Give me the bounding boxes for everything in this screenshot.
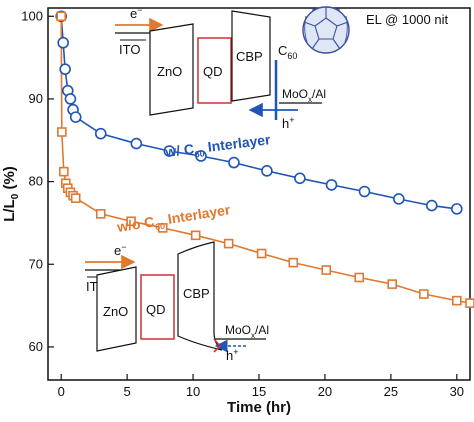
y-tick-label: 90 bbox=[29, 91, 43, 106]
cbp-layer bbox=[231, 10, 271, 102]
anode-label: MoOx/Al bbox=[282, 87, 326, 104]
cbp-label-bottom: CBP bbox=[183, 286, 210, 301]
data-point bbox=[59, 63, 71, 75]
data-point bbox=[223, 238, 234, 249]
data-point bbox=[69, 111, 82, 123]
data-point bbox=[56, 11, 66, 22]
x-tick-label: 0 bbox=[58, 384, 65, 399]
qd-label-bottom: QD bbox=[146, 302, 166, 317]
data-point bbox=[64, 93, 77, 105]
y-tick-label: 70 bbox=[29, 256, 43, 271]
data-point bbox=[59, 166, 69, 177]
data-point bbox=[294, 172, 306, 185]
data-point bbox=[354, 272, 365, 283]
data-point bbox=[57, 127, 67, 137]
data-markers bbox=[55, 10, 474, 308]
zno-layer bbox=[149, 23, 194, 116]
zno-label: ZnO bbox=[157, 64, 182, 79]
series-label-with-c60: w/ C60 Interlayer bbox=[163, 131, 272, 163]
ito-label: ITO bbox=[119, 42, 140, 57]
data-point bbox=[419, 289, 429, 299]
data-point bbox=[157, 223, 168, 233]
x-tick-label: 25 bbox=[384, 384, 398, 399]
data-point bbox=[94, 127, 107, 140]
data-point bbox=[321, 265, 332, 275]
zno-label-bottom: ZnO bbox=[103, 304, 128, 319]
data-point bbox=[358, 185, 371, 198]
hole-label: h+ bbox=[282, 115, 295, 131]
cbp-label: CBP bbox=[236, 49, 263, 64]
x-tick-label: 5 bbox=[124, 384, 131, 399]
data-point bbox=[95, 209, 106, 219]
y-tick-label: 100 bbox=[21, 8, 43, 23]
data-point bbox=[387, 279, 397, 289]
c60-label: C60 bbox=[278, 43, 297, 61]
data-point bbox=[392, 193, 405, 205]
data-point bbox=[163, 145, 176, 157]
zno-layer-bottom bbox=[96, 266, 137, 352]
qd-label: QD bbox=[203, 64, 223, 79]
data-point bbox=[451, 203, 463, 215]
inset-device-without-c60: e− ITO ZnO QD CBP MoOx/Al h+ bbox=[85, 241, 269, 363]
data-point bbox=[126, 216, 136, 227]
x-tick-label: 10 bbox=[186, 384, 200, 399]
x-tick-label: 15 bbox=[252, 384, 266, 399]
data-point bbox=[190, 230, 201, 241]
series-label-without-c60: w/o C60 Interlayer bbox=[115, 201, 232, 238]
x-axis-title: Time (hr) bbox=[227, 399, 291, 416]
qd-layer bbox=[197, 37, 232, 104]
y-tick-label: 80 bbox=[29, 174, 43, 189]
electron-label: e− bbox=[130, 5, 143, 21]
data-point bbox=[195, 150, 207, 162]
data-point bbox=[465, 298, 474, 308]
y-tick-label: 60 bbox=[29, 339, 43, 354]
y-axis-title: L/L0 (%) bbox=[1, 166, 21, 222]
electron-label-bottom: e− bbox=[114, 242, 127, 258]
data-point bbox=[57, 36, 69, 49]
data-point bbox=[256, 248, 267, 259]
data-point bbox=[130, 137, 143, 150]
hole-blocked-mark bbox=[213, 338, 222, 353]
data-point bbox=[261, 165, 273, 177]
inset-device-with-c60: e− ITO ZnO QD CBP C60 MoOx/Al h+ bbox=[115, 5, 350, 131]
data-point bbox=[288, 257, 299, 268]
qd-layer-bottom bbox=[140, 274, 175, 340]
anode-label-bottom: MoOx/Al bbox=[225, 323, 269, 340]
x-tick-label: 20 bbox=[318, 384, 332, 399]
data-point bbox=[70, 193, 81, 203]
data-point bbox=[425, 199, 438, 212]
data-point bbox=[228, 156, 240, 169]
c60-molecule-icon bbox=[302, 6, 350, 54]
measurement-annotation: EL @ 1000 nit bbox=[366, 12, 448, 27]
hole-label-bottom: h+ bbox=[226, 347, 239, 363]
x-tick-label: 30 bbox=[450, 384, 464, 399]
data-point bbox=[325, 179, 338, 191]
axis-ticks: 0 5 10 15 20 25 30 60 70 80 90 100 bbox=[21, 8, 464, 399]
data-point bbox=[452, 295, 462, 306]
